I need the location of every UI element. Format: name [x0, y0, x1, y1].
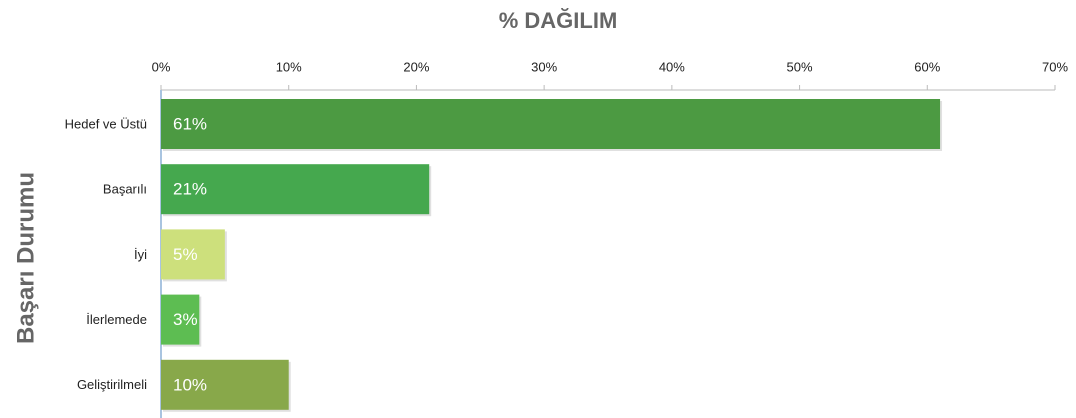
bar — [161, 164, 430, 215]
x-tick-label: 20% — [403, 59, 429, 74]
value-label: 5% — [173, 245, 198, 264]
chart-title: % DAĞILIM — [499, 8, 618, 33]
y-tick-label: Başarılı — [103, 182, 147, 197]
x-tick-label: 0% — [152, 59, 171, 74]
bar — [161, 359, 289, 410]
x-tick-label: 10% — [276, 59, 302, 74]
bar — [161, 99, 941, 149]
x-tick-label: 40% — [659, 59, 685, 74]
y-tick-label: İyi — [134, 247, 147, 262]
x-tick-label: 70% — [1042, 59, 1068, 74]
x-tick-label: 60% — [914, 59, 940, 74]
value-label: 21% — [173, 180, 207, 199]
value-label: 3% — [173, 310, 198, 329]
value-label: 10% — [173, 375, 207, 394]
y-tick-label: İlerlemede — [86, 312, 147, 327]
bar — [161, 294, 200, 345]
bar — [161, 229, 225, 280]
value-label: 61% — [173, 114, 207, 133]
x-tick-label: 30% — [531, 59, 557, 74]
y-axis-label: Başarı Durumu — [12, 172, 39, 344]
y-tick-label: Hedef ve Üstü — [65, 116, 147, 131]
y-tick-label: Geliştirilmeli — [77, 377, 147, 392]
x-tick-label: 50% — [787, 59, 813, 74]
